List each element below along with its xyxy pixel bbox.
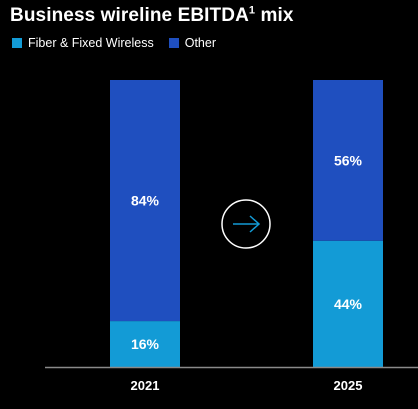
x-tick-label-2025: 2025 bbox=[334, 378, 363, 393]
arrow-right-circle-icon bbox=[221, 199, 271, 249]
bar-fiber-2021 bbox=[110, 321, 180, 367]
data-label-other-2025: 56% bbox=[334, 152, 363, 168]
chart-legend: Fiber & Fixed Wireless Other bbox=[12, 36, 231, 50]
legend-item-fiber: Fiber & Fixed Wireless bbox=[12, 36, 154, 50]
chart-title: Business wireline EBITDA1 mix bbox=[10, 5, 294, 27]
footnote-marker: 1 bbox=[248, 4, 256, 17]
chart-title-suffix: mix bbox=[255, 5, 294, 26]
bar-fiber-2025 bbox=[313, 240, 383, 367]
legend-item-other: Other bbox=[168, 36, 216, 50]
chart-title-text: Business wireline EBITDA bbox=[10, 5, 249, 26]
data-label-other-2021: 84% bbox=[131, 193, 160, 209]
data-label-fiber-2025: 44% bbox=[334, 296, 363, 312]
legend-label-other: Other bbox=[184, 36, 216, 50]
data-label-fiber-2021: 16% bbox=[131, 336, 160, 352]
legend-label-fiber: Fiber & Fixed Wireless bbox=[28, 36, 154, 50]
x-tick-label-2021: 2021 bbox=[131, 378, 160, 393]
legend-swatch-other bbox=[168, 38, 179, 48]
bar-other-2025 bbox=[313, 80, 383, 241]
bar-other-2021 bbox=[110, 80, 180, 322]
legend-swatch-fiber bbox=[12, 38, 22, 48]
